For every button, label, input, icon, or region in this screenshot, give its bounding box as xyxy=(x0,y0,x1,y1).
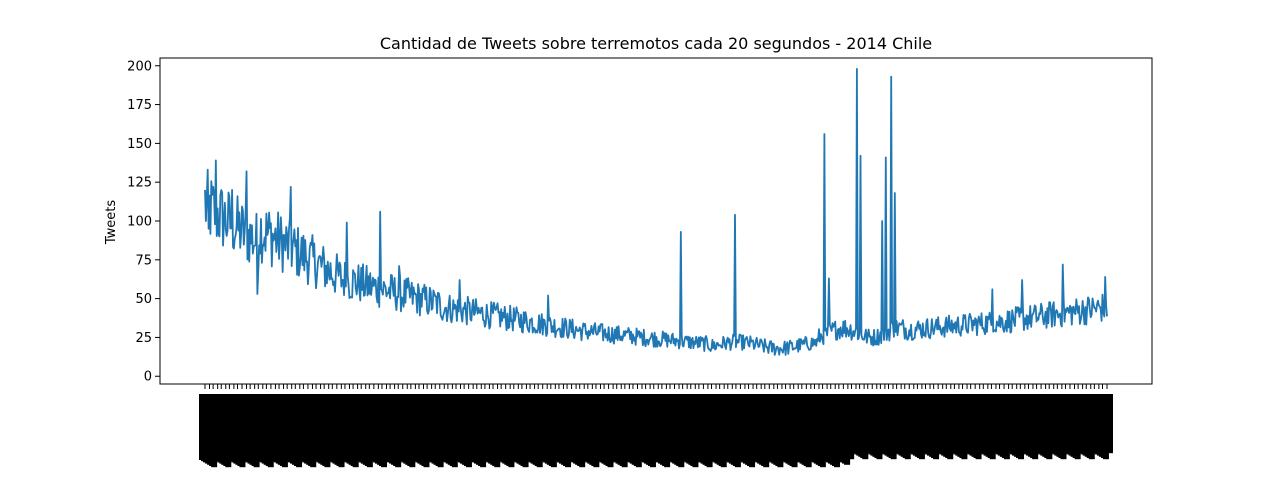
y-tick-label: 25 xyxy=(135,331,152,346)
y-tick-label: 200 xyxy=(127,59,152,74)
x-tick-label xyxy=(1107,394,1113,454)
y-axis-label: Tweets xyxy=(104,200,119,246)
y-tick-label: 0 xyxy=(144,370,152,385)
y-tick-label: 125 xyxy=(127,176,152,191)
y-tick-label: 100 xyxy=(127,215,152,230)
y-tick-label: 175 xyxy=(127,98,152,113)
chart-title: Cantidad de Tweets sobre terremotos cada… xyxy=(380,34,932,53)
tweets-series-line xyxy=(204,67,1108,356)
y-tick-label: 150 xyxy=(127,137,152,152)
x-axis-ticks xyxy=(199,384,1113,468)
axes-frame xyxy=(159,57,1153,385)
y-axis-ticks: 0 25 50 75 100 125 150 175 200 xyxy=(127,59,160,385)
y-tick-label: 75 xyxy=(135,253,152,268)
plot-area xyxy=(204,67,1108,356)
y-tick-label: 50 xyxy=(135,292,152,307)
